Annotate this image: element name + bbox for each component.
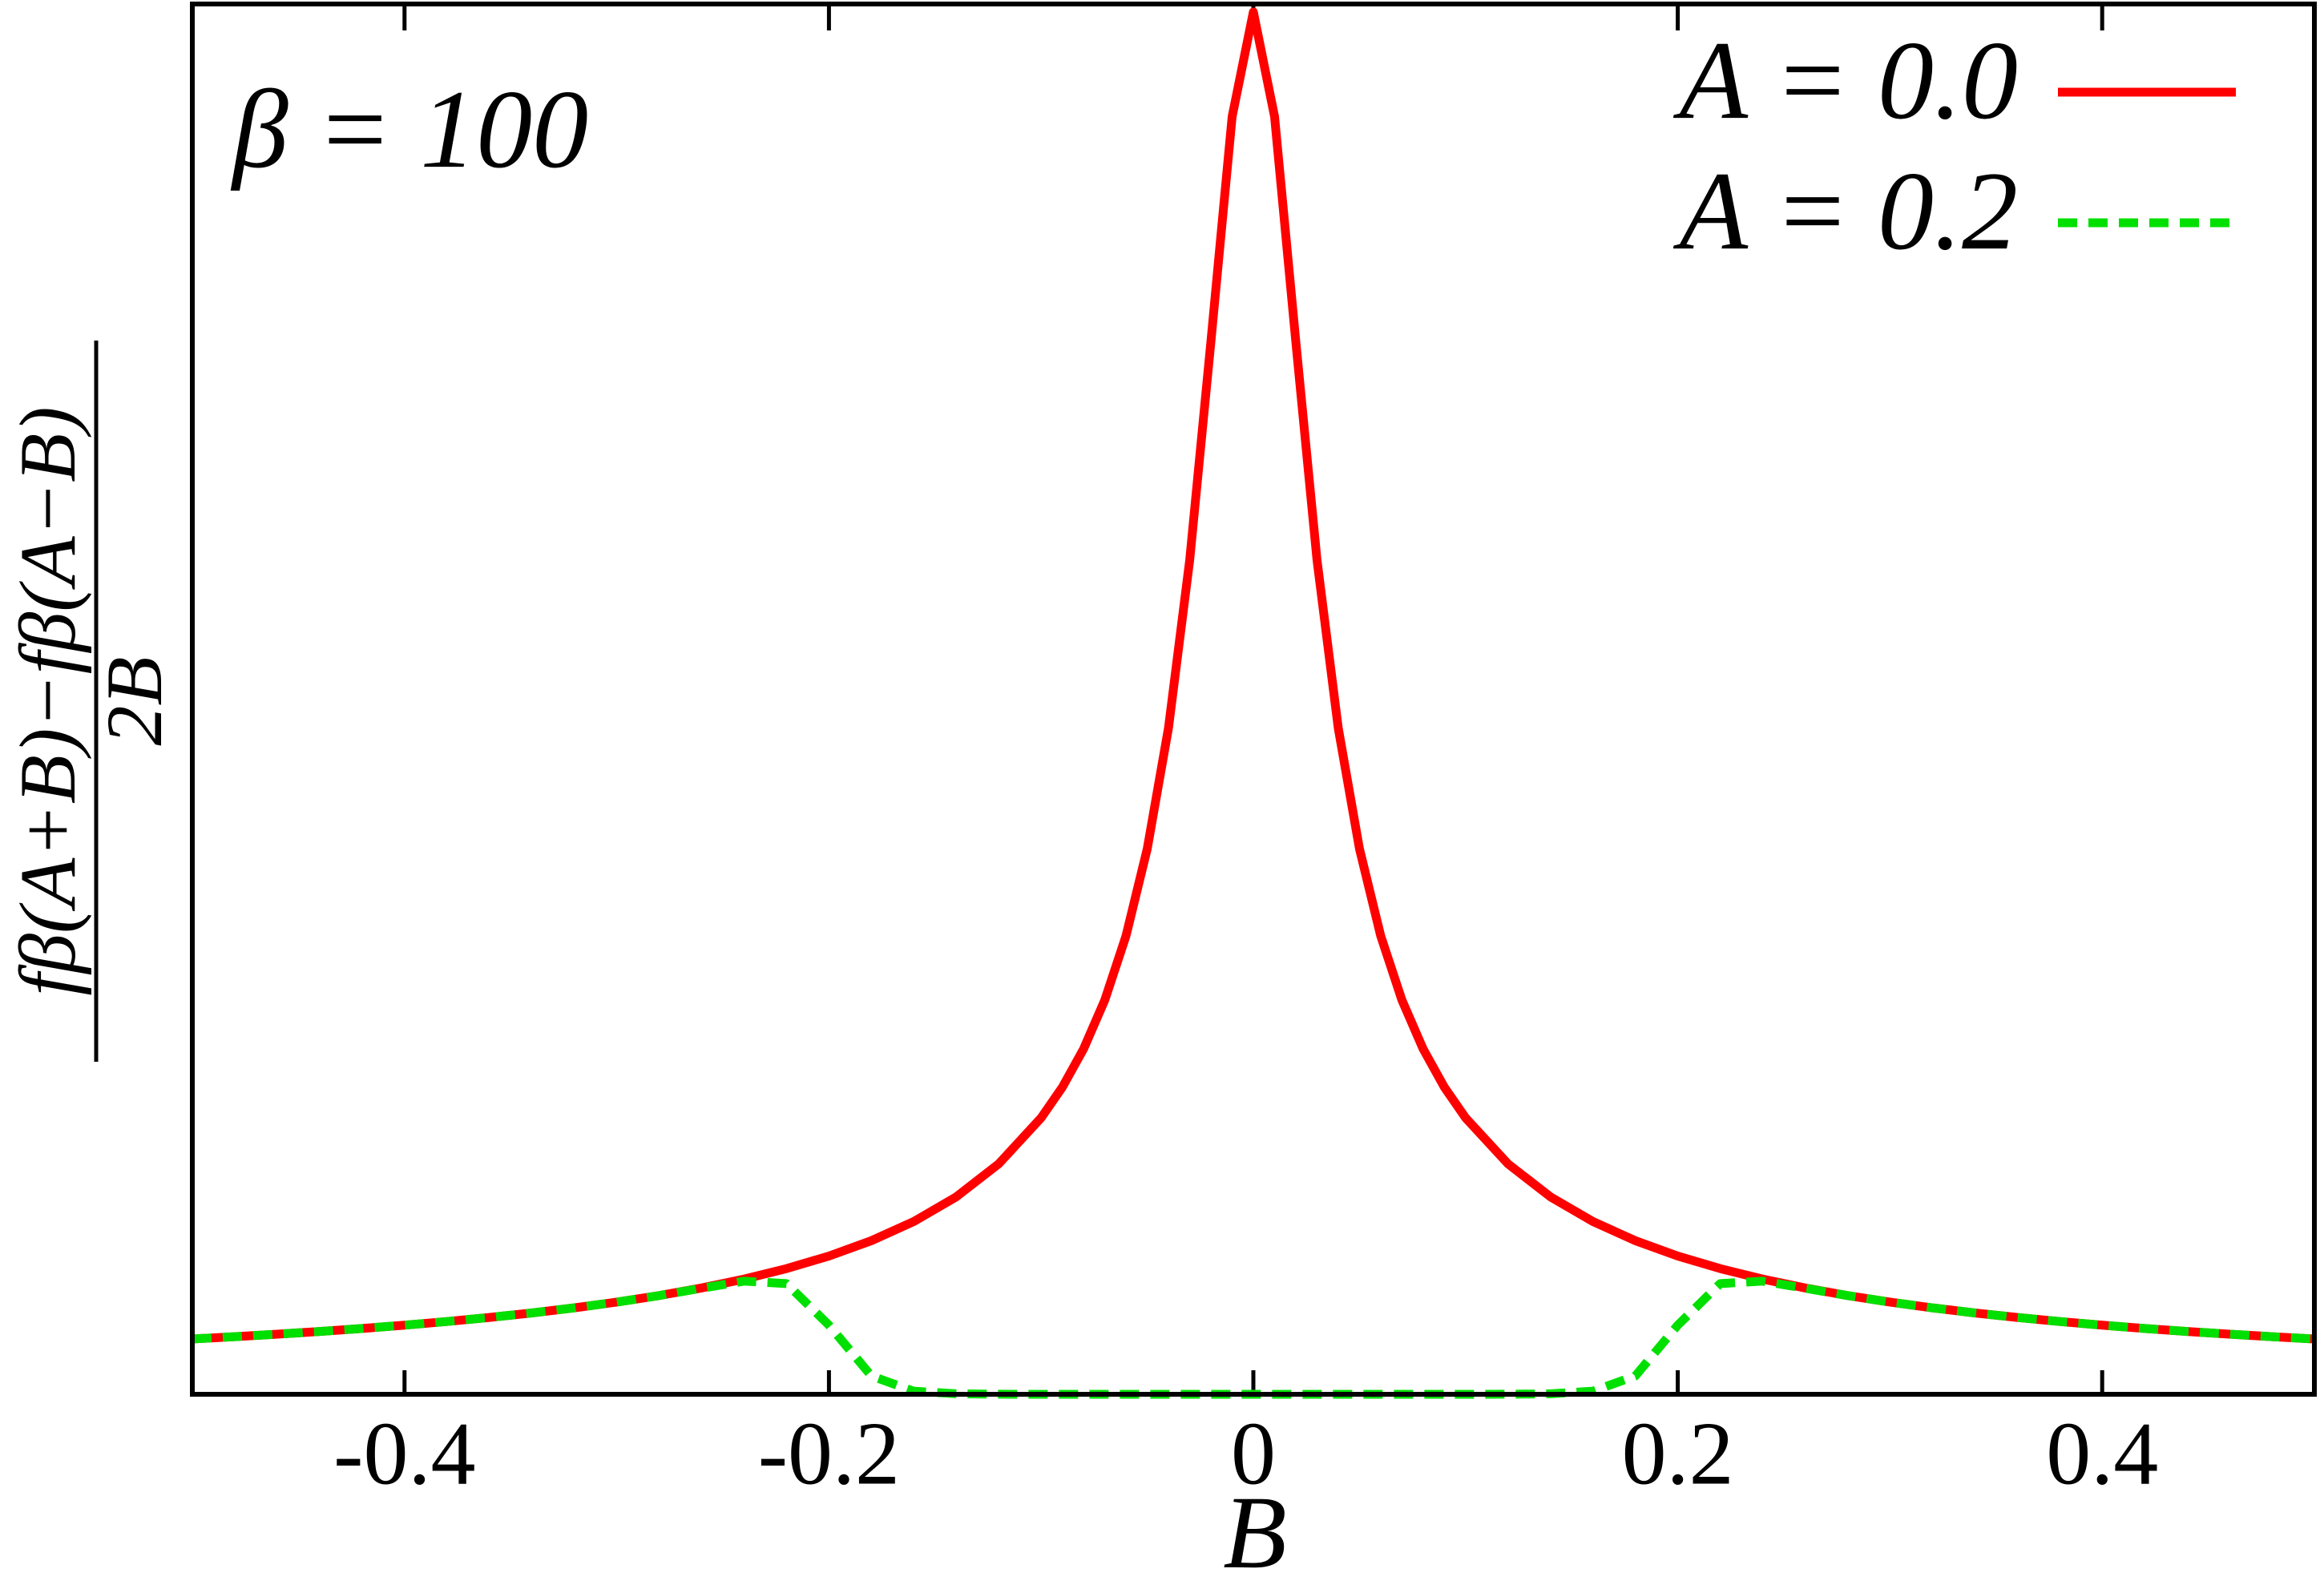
- x-axis-label: B: [1223, 1475, 1286, 1589]
- legend-label: A = 0.2: [1673, 149, 2018, 273]
- x-tick-label: 0: [1231, 1405, 1276, 1504]
- x-tick-label: 0.4: [2046, 1405, 2158, 1504]
- legend-label: A = 0.0: [1673, 18, 2018, 143]
- y-axis-label: fβ(A+B)−fβ(A−B) 2B: [3, 341, 179, 1062]
- series-line: [192, 7, 2315, 1344]
- x-tick-label: 0.2: [1622, 1405, 1734, 1504]
- annotation: β = 100: [230, 67, 588, 192]
- y-label-numerator: fβ(A+B)−fβ(A−B): [3, 406, 92, 995]
- x-tick-label: -0.4: [333, 1405, 475, 1504]
- y-label-denominator: 2B: [90, 656, 179, 745]
- plot-frame: [190, 2, 2317, 1397]
- x-tick-label: -0.2: [758, 1405, 900, 1504]
